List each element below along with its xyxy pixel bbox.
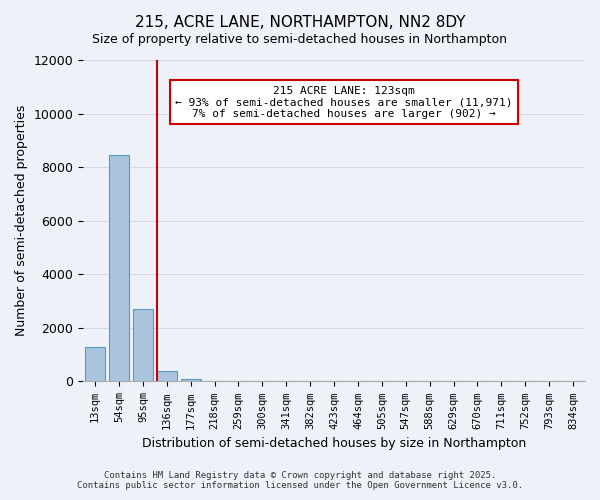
Text: Contains HM Land Registry data © Crown copyright and database right 2025.
Contai: Contains HM Land Registry data © Crown c…	[77, 470, 523, 490]
Text: Size of property relative to semi-detached houses in Northampton: Size of property relative to semi-detach…	[92, 32, 508, 46]
Bar	[85, 346, 105, 382]
Bar	[133, 309, 153, 382]
Bar	[109, 155, 129, 382]
Text: 215, ACRE LANE, NORTHAMPTON, NN2 8DY: 215, ACRE LANE, NORTHAMPTON, NN2 8DY	[135, 15, 465, 30]
Bar	[181, 380, 201, 382]
X-axis label: Distribution of semi-detached houses by size in Northampton: Distribution of semi-detached houses by …	[142, 437, 526, 450]
Bar	[157, 372, 177, 382]
Y-axis label: Number of semi-detached properties: Number of semi-detached properties	[15, 105, 28, 336]
Text: 215 ACRE LANE: 123sqm
← 93% of semi-detached houses are smaller (11,971)
7% of s: 215 ACRE LANE: 123sqm ← 93% of semi-deta…	[175, 86, 513, 119]
